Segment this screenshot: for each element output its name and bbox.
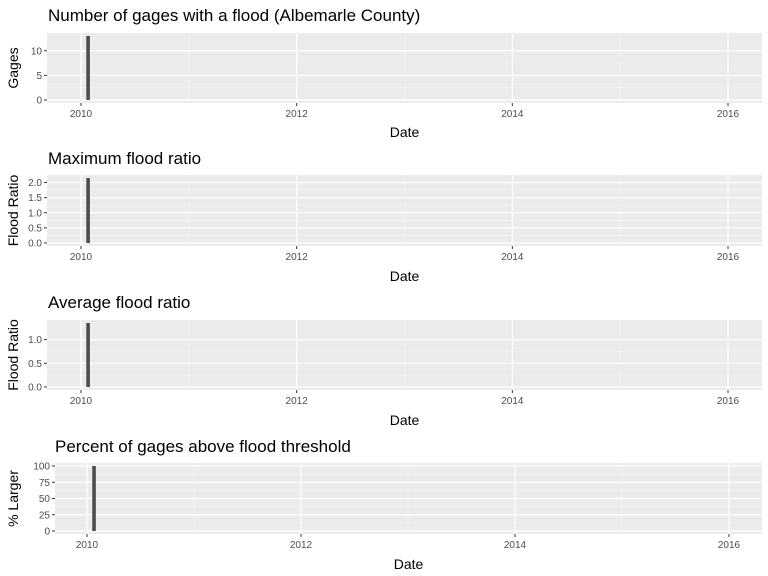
- y-tick-label: 5: [36, 71, 42, 82]
- chart-title: Number of gages with a flood (Albemarle …: [48, 6, 420, 25]
- x-tick-label: 2014: [501, 252, 524, 263]
- y-tick-label: 2.0: [28, 178, 42, 189]
- x-tick-label: 2016: [717, 396, 740, 407]
- data-bar: [86, 323, 90, 387]
- x-tick-label: 2012: [286, 109, 309, 120]
- y-axis-label: Flood Ratio: [5, 174, 21, 246]
- data-bar: [92, 466, 96, 531]
- x-tick-label: 2010: [76, 540, 99, 551]
- y-tick-label: 1.5: [28, 193, 42, 204]
- y-tick-label: 0: [36, 96, 42, 107]
- data-bar: [86, 36, 90, 100]
- x-tick-label: 2010: [70, 109, 93, 120]
- y-axis-label: % Larger: [5, 470, 21, 527]
- y-axis-label: Gages: [5, 47, 21, 88]
- y-axis-label: Flood Ratio: [5, 319, 21, 391]
- chart-title: Average flood ratio: [48, 293, 190, 312]
- x-axis-label: Date: [390, 412, 420, 428]
- x-tick-label: 2016: [718, 540, 741, 551]
- x-axis-label: Date: [394, 556, 424, 572]
- y-tick-label: 75: [39, 478, 51, 489]
- y-tick-label: 0.0: [28, 383, 42, 394]
- x-tick-label: 2014: [504, 540, 527, 551]
- y-tick-label: 1.0: [28, 208, 42, 219]
- chart-title: Maximum flood ratio: [48, 149, 201, 168]
- x-axis-label: Date: [390, 268, 420, 284]
- x-tick-label: 2016: [717, 252, 740, 263]
- x-tick-label: 2014: [501, 396, 524, 407]
- y-tick-label: 0: [44, 527, 50, 538]
- chart-title: Percent of gages above flood threshold: [55, 437, 351, 456]
- x-axis-label: Date: [390, 124, 420, 140]
- y-tick-label: 0.5: [28, 359, 42, 370]
- x-tick-label: 2014: [501, 109, 524, 120]
- y-tick-label: 50: [39, 494, 51, 505]
- x-tick-label: 2012: [286, 396, 309, 407]
- y-tick-label: 100: [33, 462, 50, 473]
- y-tick-label: 0.5: [28, 223, 42, 234]
- x-tick-label: 2012: [290, 540, 313, 551]
- x-tick-label: 2010: [70, 252, 93, 263]
- x-tick-label: 2010: [70, 396, 93, 407]
- y-tick-label: 1.0: [28, 335, 42, 346]
- data-bar: [86, 178, 90, 243]
- y-tick-label: 0.0: [28, 239, 42, 250]
- y-tick-label: 25: [39, 510, 51, 521]
- y-tick-label: 10: [31, 46, 43, 57]
- x-tick-label: 2012: [286, 252, 309, 263]
- x-tick-label: 2016: [717, 109, 740, 120]
